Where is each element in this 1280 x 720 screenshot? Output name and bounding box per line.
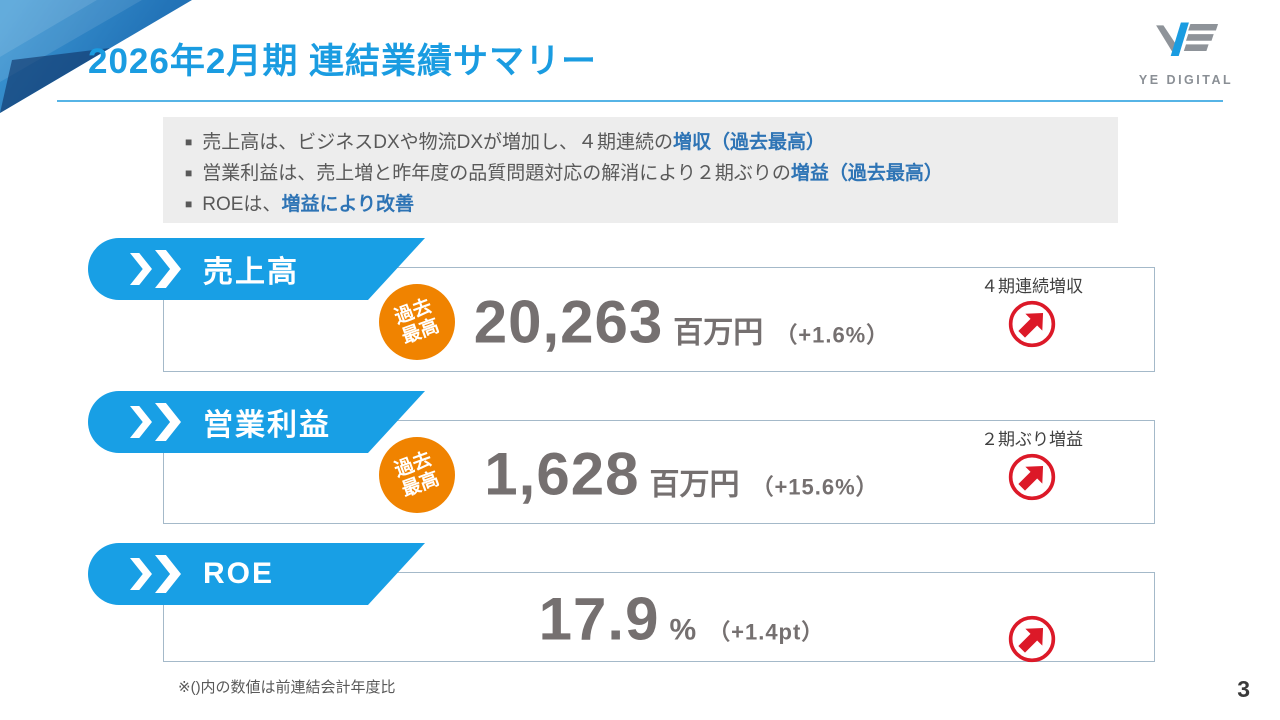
section-title: 営業利益 xyxy=(203,409,331,442)
company-logo: YE DIGITAL xyxy=(1128,14,1244,87)
record-high-badge: 過去 最高 xyxy=(379,284,455,360)
section-ribbon-operating-profit: 営業利益 xyxy=(88,391,425,453)
kpi-section-sales: 20,263 百万円 （+1.6%） ４期連続増収 過去 最高 売上高 xyxy=(0,238,1280,372)
summary-bullet: ■ 売上高は、ビジネスDXや物流DXが増加し、４期連続の増収（過去最高） xyxy=(185,127,1118,158)
section-title: ROE xyxy=(203,557,275,590)
section-ribbon-roe: ROE xyxy=(88,543,425,605)
bullet-text: 売上高は、ビジネスDXや物流DXが増加し、４期連続の xyxy=(202,132,674,153)
double-chevron-icon xyxy=(130,250,181,288)
kpi-trend-label: ４期連続増収 xyxy=(981,277,1083,296)
kpi-trend xyxy=(954,592,1110,669)
double-chevron-icon xyxy=(130,403,181,441)
kpi-figure: 17.9 % （+1.4pt） xyxy=(404,584,959,653)
kpi-change: （+15.6%） xyxy=(751,474,879,500)
kpi-value: 17.9 xyxy=(538,585,660,653)
section-title: 売上高 xyxy=(203,256,299,289)
bullet-square-icon: ■ xyxy=(185,135,193,149)
ye-digital-logo-icon xyxy=(1156,22,1219,57)
up-right-arrow-icon xyxy=(1008,300,1056,348)
bullet-highlight: 増益により改善 xyxy=(281,194,415,215)
title-underline xyxy=(57,100,1223,102)
summary-box: ■ 売上高は、ビジネスDXや物流DXが増加し、４期連続の増収（過去最高） ■ 営業利… xyxy=(163,117,1118,223)
up-right-arrow-icon xyxy=(1008,453,1056,501)
kpi-change: （+1.4pt） xyxy=(708,619,825,645)
bullet-square-icon: ■ xyxy=(185,197,193,211)
logo-text: YE DIGITAL xyxy=(1138,73,1234,87)
kpi-figure: 1,628 百万円 （+15.6%） xyxy=(404,440,959,509)
bullet-highlight: 増収（過去最高） xyxy=(673,132,826,153)
kpi-section-roe: 17.9 % （+1.4pt） ROE xyxy=(0,543,1280,663)
kpi-figure: 20,263 百万円 （+1.6%） xyxy=(404,287,959,356)
bullet-text: ROEは、 xyxy=(202,194,282,215)
summary-bullet: ■ 営業利益は、売上増と昨年度の品質問題対応の解消により２期ぶりの増益（過去最高） xyxy=(185,158,1118,189)
kpi-value: 20,263 xyxy=(473,288,664,356)
kpi-unit: % xyxy=(669,613,697,647)
double-chevron-icon xyxy=(130,555,181,593)
kpi-trend-label: ２期ぶり増益 xyxy=(981,430,1083,449)
kpi-trend: ２期ぶり増益 xyxy=(954,430,1110,507)
bullet-square-icon: ■ xyxy=(185,166,193,180)
kpi-section-operating-profit: 1,628 百万円 （+15.6%） ２期ぶり増益 過去 最高 営業利益 xyxy=(0,391,1280,524)
kpi-unit: 百万円 xyxy=(649,468,740,502)
bullet-highlight: 増益（過去最高） xyxy=(790,163,943,184)
footnote: ※()内の数値は前連結会計年度比 xyxy=(178,679,396,696)
record-high-badge: 過去 最高 xyxy=(379,437,455,513)
page-title: 2026年2月期 連結業績サマリー xyxy=(88,42,598,81)
kpi-change: （+1.6%） xyxy=(775,322,890,348)
up-right-arrow-icon xyxy=(1008,615,1056,663)
kpi-unit: 百万円 xyxy=(673,316,764,350)
section-ribbon-sales: 売上高 xyxy=(88,238,425,300)
corner-triangle-decoration xyxy=(0,0,200,120)
summary-bullet: ■ ROEは、増益により改善 xyxy=(185,189,1118,220)
bullet-text: 営業利益は、売上増と昨年度の品質問題対応の解消により２期ぶりの xyxy=(202,163,791,184)
kpi-trend: ４期連続増収 xyxy=(954,277,1110,354)
kpi-trend-label xyxy=(954,592,1110,611)
kpi-box: 1,628 百万円 （+15.6%） ２期ぶり増益 過去 最高 xyxy=(163,420,1155,524)
kpi-value: 1,628 xyxy=(484,440,640,508)
page-number: 3 xyxy=(1237,676,1250,702)
